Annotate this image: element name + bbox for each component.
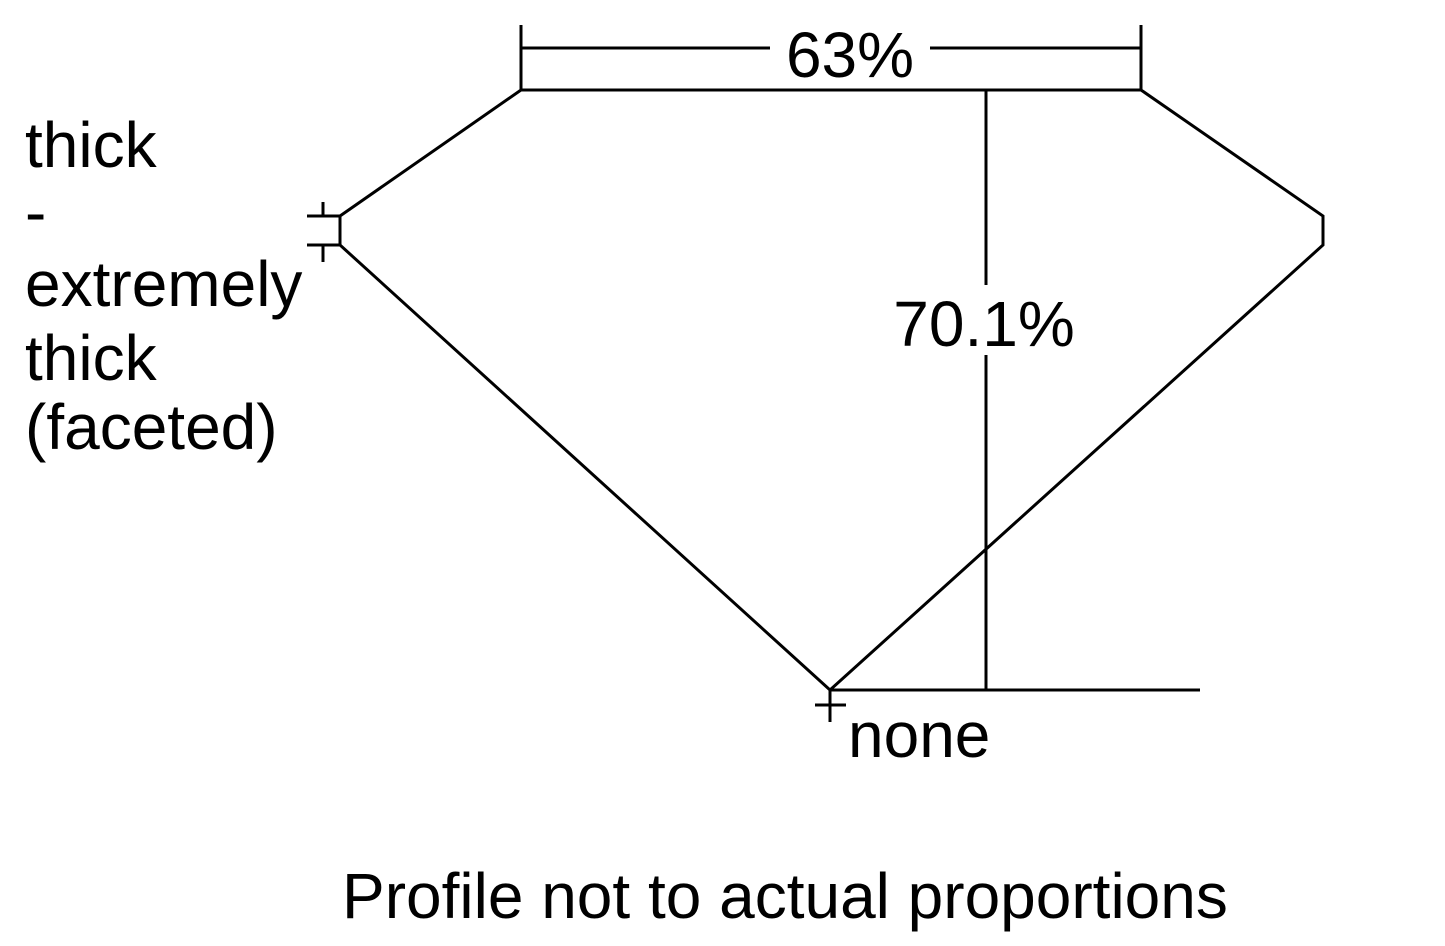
culet-label: none bbox=[848, 699, 990, 771]
diamond-outline bbox=[338, 88, 1325, 693]
girdle-label-line: (faceted) bbox=[25, 391, 278, 463]
depth-percentage-label: 70.1% bbox=[893, 288, 1074, 360]
table-percentage-label: 63% bbox=[786, 19, 914, 91]
girdle-label-line: thick bbox=[25, 109, 158, 181]
girdle-label: thick - extremely thick (faceted) bbox=[25, 109, 302, 463]
girdle-label-line: extremely bbox=[25, 248, 302, 320]
girdle-label-line: thick bbox=[25, 322, 158, 394]
girdle-label-line: - bbox=[25, 176, 46, 248]
caption: Profile not to actual proportions bbox=[342, 860, 1228, 932]
